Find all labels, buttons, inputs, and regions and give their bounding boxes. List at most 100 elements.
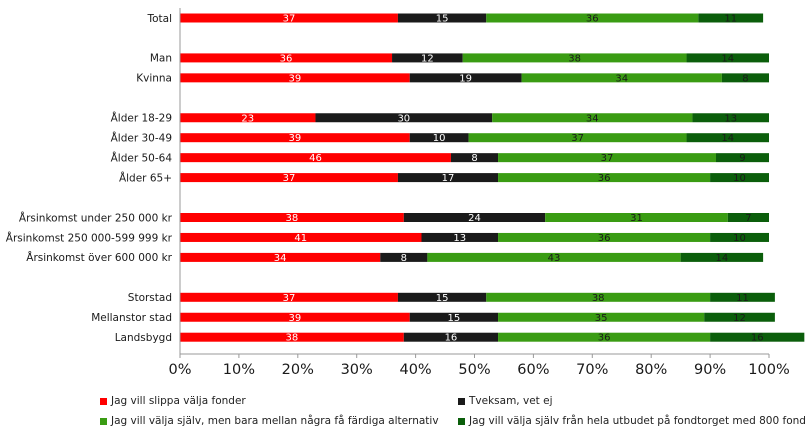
- bar-segment: [498, 153, 716, 163]
- x-tick-label: 40%: [399, 362, 431, 378]
- data-label: 31: [630, 213, 643, 224]
- data-label: 34: [615, 73, 628, 84]
- data-label: 39: [288, 313, 301, 324]
- x-tick-label: 80%: [635, 362, 667, 378]
- bar-segment: [710, 232, 769, 242]
- category-label: Årsinkomst under 250 000 kr: [19, 211, 173, 224]
- category-label: Årsinkomst över 600 000 kr: [26, 251, 172, 264]
- bar-segment: [710, 173, 769, 183]
- bar-segment: [180, 252, 381, 262]
- data-label: 16: [751, 333, 764, 344]
- category-label: Storstad: [128, 292, 172, 304]
- data-label: 17: [442, 173, 455, 184]
- bar-segment: [397, 173, 499, 183]
- data-label: 37: [283, 293, 296, 304]
- category-label: Ålder 30-49: [111, 132, 172, 145]
- category-label: Landsbygd: [115, 332, 172, 344]
- bar-segment: [680, 252, 764, 262]
- data-label: 11: [736, 293, 749, 304]
- data-label: 10: [733, 173, 746, 184]
- data-label: 43: [548, 253, 561, 264]
- legend-label: Tveksam, vet ej: [469, 395, 553, 407]
- data-label: 12: [733, 313, 746, 324]
- bar-segment: [545, 213, 728, 222]
- bar-segment: [180, 133, 410, 143]
- data-label: 36: [598, 173, 611, 184]
- data-label: 39: [288, 73, 301, 84]
- data-label: 12: [421, 53, 434, 64]
- data-label: 24: [468, 213, 481, 224]
- data-label: 38: [286, 213, 299, 224]
- bar-segment: [380, 252, 428, 262]
- category-label: Kvinna: [136, 73, 172, 85]
- x-tick-label: 90%: [694, 362, 726, 378]
- data-label: 15: [436, 14, 449, 25]
- bar-segment: [403, 332, 499, 342]
- category-label: Mellanstor stad: [91, 312, 172, 324]
- category-label: Total: [146, 13, 172, 25]
- bar-segment: [180, 292, 398, 302]
- category-label: Ålder 18-29: [111, 112, 172, 125]
- bar-segment: [686, 133, 769, 143]
- bar-segment: [721, 73, 769, 83]
- x-tick-label: 70%: [576, 362, 608, 378]
- bar-segment: [409, 312, 499, 322]
- data-label: 46: [309, 153, 322, 164]
- legend-swatch: [100, 417, 107, 425]
- bar-segment: [180, 73, 410, 83]
- x-tick-label: 50%: [458, 362, 490, 378]
- data-label: 36: [598, 333, 611, 344]
- x-tick-label: 30%: [341, 362, 373, 378]
- bar-segment: [710, 332, 805, 342]
- bar-segment: [180, 173, 398, 183]
- bar-segment: [686, 53, 769, 63]
- data-label: 36: [280, 53, 293, 64]
- bar-segment: [403, 213, 546, 222]
- legend-item: Tveksam, vet ej: [458, 395, 552, 407]
- legend-item: Jag vill välja själv, men bara mellan nå…: [100, 415, 439, 427]
- data-label: 38: [592, 293, 605, 304]
- data-label: 34: [274, 253, 287, 264]
- data-label: 15: [436, 293, 449, 304]
- bar-segment: [180, 213, 404, 222]
- data-label: 9: [739, 153, 745, 164]
- data-label: 14: [721, 133, 734, 144]
- legend-swatch: [100, 397, 107, 405]
- bar-segment: [392, 53, 463, 63]
- bar-segment: [421, 232, 499, 242]
- data-label: 37: [571, 133, 584, 144]
- data-label: 38: [568, 53, 581, 64]
- bar-segment: [180, 53, 393, 63]
- legend-label: Jag vill slippa välja fonder: [111, 395, 246, 407]
- data-label: 8: [401, 253, 407, 264]
- bar-segment: [498, 232, 711, 242]
- bar-segment: [450, 153, 499, 163]
- bar-segment: [180, 153, 451, 163]
- data-label: 36: [598, 233, 611, 244]
- bar-segment: [409, 73, 522, 83]
- bar-segment: [692, 113, 769, 123]
- data-label: 8: [742, 73, 748, 84]
- bar-segment: [468, 133, 687, 143]
- data-label: 38: [286, 333, 299, 344]
- legend-swatch: [458, 397, 465, 405]
- bar-segment: [427, 252, 681, 262]
- bar-segment: [180, 332, 404, 342]
- data-label: 7: [745, 213, 751, 224]
- bar-segment: [397, 292, 487, 302]
- bar-segment: [180, 312, 410, 322]
- data-label: 37: [601, 153, 614, 164]
- x-tick-label: 20%: [282, 362, 314, 378]
- bar-segment: [715, 153, 769, 163]
- data-label: 36: [586, 14, 599, 25]
- bar-segment: [498, 312, 705, 322]
- data-label: 37: [283, 173, 296, 184]
- data-label: 16: [445, 333, 458, 344]
- data-label: 41: [294, 233, 307, 244]
- bar-segment: [710, 292, 775, 302]
- category-label: Ålder 50-64: [111, 151, 173, 164]
- data-label: 34: [586, 113, 599, 124]
- data-label: 11: [724, 14, 737, 25]
- x-tick-label: 60%: [517, 362, 549, 378]
